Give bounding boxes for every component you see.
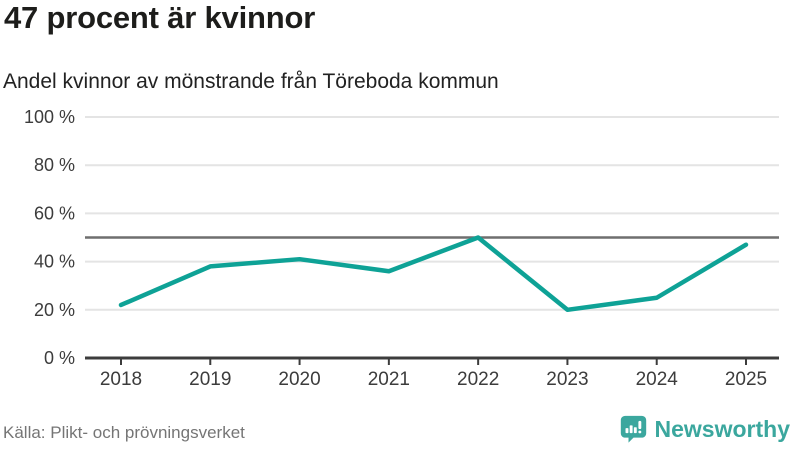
x-tick-label-2023: 2023 <box>546 369 588 390</box>
x-tick-label-2024: 2024 <box>636 369 679 390</box>
y-tick-label-40: 40 % <box>34 252 75 272</box>
chart-subtitle: Andel kvinnor av mönstrande från Törebod… <box>3 70 499 93</box>
newsworthy-logo: Newsworthy <box>619 414 790 445</box>
x-tick-label-2025: 2025 <box>725 369 767 390</box>
newsworthy-logo-icon <box>620 415 646 443</box>
x-tick-label-2022: 2022 <box>457 369 499 390</box>
x-tick-label-2018: 2018 <box>100 369 142 390</box>
y-tick-label-60: 60 % <box>34 203 75 223</box>
newsworthy-logo-text: Newsworthy <box>654 416 790 442</box>
x-tick-label-2019: 2019 <box>189 369 231 390</box>
x-tick-label-2021: 2021 <box>368 369 410 390</box>
x-tick-label-2020: 2020 <box>278 369 320 390</box>
y-tick-label-100: 100 % <box>24 107 75 127</box>
y-tick-label-0: 0 % <box>44 348 75 368</box>
chart-title: 47 procent är kvinnor <box>4 0 316 35</box>
y-tick-label-80: 80 % <box>34 155 75 175</box>
y-tick-label-20: 20 % <box>34 300 75 320</box>
data-line <box>118 235 749 313</box>
source-label: Källa: Plikt- och prövningsverket <box>3 423 245 442</box>
